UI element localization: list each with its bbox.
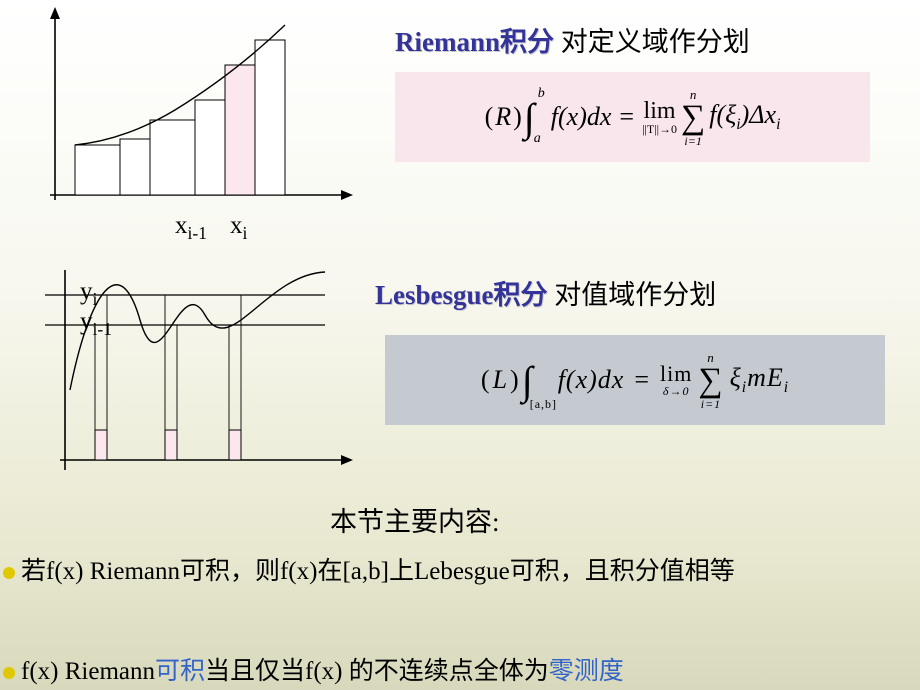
- bullet-1: 若f(x) Riemann可积，则f(x)在[a,b]上Lebesgue可积，且…: [3, 555, 903, 589]
- riemann-formula: (R) ∫ b a f(x)dx = lim ||T||→0 n ∑ i=1 f…: [395, 72, 870, 162]
- lebesgue-chart: [25, 260, 360, 480]
- lebesgue-y-label-yi: yi: [80, 278, 97, 310]
- bullet-2-p2: 可积: [155, 658, 205, 685]
- lebesgue-title-rest: 对值域作分划: [548, 280, 717, 310]
- riemann-x-label-xi: xi: [230, 212, 247, 244]
- riemann-title-blue: Riemann积分: [395, 27, 554, 57]
- bullet-2-p1: f(x) Riemann: [21, 658, 155, 685]
- bullet-2-p4: 零测度: [549, 658, 624, 685]
- riemann-title: Riemann积分 对定义域作分划: [395, 20, 750, 59]
- lebesgue-y-label-yi1: yi-1: [80, 308, 112, 340]
- content-heading: 本节主要内容:: [330, 500, 500, 539]
- lebesgue-title-blue: Lesbesgue积分: [375, 280, 548, 310]
- bullet-2: f(x) Riemann可积当且仅当f(x) 的不连续点全体为零测度: [3, 655, 903, 689]
- lebesgue-title: Lesbesgue积分 对值域作分划: [375, 273, 716, 312]
- lebesgue-formula: (L) ∫ [a,b] f(x)dx = lim δ→0 n ∑ i=1 ξim…: [385, 335, 885, 425]
- riemann-title-rest: 对定义域作分划: [554, 27, 750, 57]
- bullet-1-text: 若f(x) Riemann可积，则f(x)在[a,b]上Lebesgue可积，且…: [21, 558, 735, 585]
- lebesgue-chart-svg: [25, 260, 360, 480]
- riemann-x-label-xi1: xi-1: [175, 212, 207, 244]
- bullet-dot-icon: [3, 567, 15, 579]
- riemann-chart-svg: [25, 5, 360, 215]
- bullet-2-p3: 当且仅当f(x) 的不连续点全体为: [205, 658, 549, 685]
- bullet-dot-icon: [3, 667, 15, 679]
- riemann-chart: [25, 5, 360, 215]
